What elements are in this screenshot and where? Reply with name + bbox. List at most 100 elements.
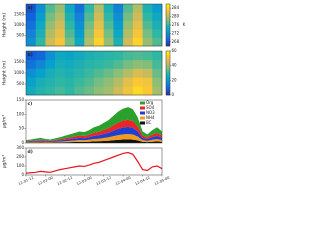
colorbar-tick-label: 280	[172, 14, 180, 19]
x-tick-label: 12-02-00	[37, 175, 54, 186]
heatmap-cell	[74, 86, 85, 96]
colorbar-swatch	[166, 23, 170, 26]
legend-label: NO3	[146, 110, 155, 115]
y-tick-label: 1000	[14, 70, 25, 75]
heatmap-cell	[123, 59, 134, 69]
heatmap-cell	[123, 77, 134, 87]
heatmap-cell	[55, 59, 66, 69]
panel-frame	[25, 50, 163, 96]
area	[26, 134, 162, 143]
y-tick-label: 1500	[14, 59, 25, 64]
area	[26, 107, 162, 142]
panel-label: a)	[28, 5, 33, 11]
heatmap-cell	[64, 86, 75, 96]
colorbar-tick-label: 284	[172, 5, 180, 10]
heatmap-cell	[55, 29, 66, 38]
colorbar-swatch	[166, 68, 170, 71]
heatmap-cell	[64, 4, 75, 13]
heatmap-cell	[152, 86, 163, 96]
heatmap-cell	[74, 20, 85, 30]
heatmap-cell	[113, 77, 124, 87]
colorbar-swatch	[166, 40, 170, 43]
heatmap-cell	[55, 37, 66, 47]
heatmap-cell	[55, 51, 66, 61]
heatmap-cell	[45, 37, 56, 47]
colorbar-swatch	[166, 22, 170, 24]
heatmap-cell	[123, 86, 134, 96]
heatmap-cell	[142, 51, 153, 61]
heatmap-cell	[35, 12, 46, 22]
x-tick-label: 12-03-12	[95, 176, 111, 187]
heatmap-cell	[132, 68, 143, 78]
colorbar-swatch	[166, 19, 170, 22]
heatmap-cell	[84, 86, 95, 96]
y-tick-label: 1000	[14, 22, 25, 27]
colorbar-swatch	[166, 61, 170, 64]
y-axis-label: Height (m)	[2, 13, 8, 37]
colorbar-swatch	[166, 70, 170, 72]
heatmap-cell	[84, 4, 95, 13]
heatmap-cell	[84, 12, 95, 22]
x-tick-label: 12-03-00	[76, 175, 93, 186]
colorbar-swatch	[166, 8, 170, 10]
heatmap-cell	[35, 37, 46, 47]
heatmap-cell	[103, 77, 114, 87]
colorbar-swatch	[166, 20, 170, 23]
colorbar-swatch	[166, 78, 170, 81]
colorbar-swatch	[166, 13, 170, 16]
heatmap-cell	[74, 4, 85, 13]
heatmap-cell	[103, 37, 114, 47]
colorbar-swatch	[166, 55, 170, 58]
heatmap-cell	[142, 59, 153, 69]
heatmap-cell	[26, 68, 37, 78]
heatmap-cell	[132, 29, 143, 38]
heatmap-cell	[45, 77, 56, 87]
legend-label: NH4	[146, 115, 155, 120]
heatmap-cell	[64, 68, 75, 78]
heatmap-cell	[35, 51, 46, 61]
heatmap-cell	[26, 37, 37, 47]
heatmap-cell	[26, 29, 37, 38]
heatmap-cell	[45, 20, 56, 30]
heatmap-cell	[123, 4, 134, 13]
heatmap-cell	[26, 20, 37, 30]
heatmap-cell	[152, 59, 163, 69]
heatmap-cell	[123, 29, 134, 38]
heatmap-cell	[113, 68, 124, 78]
heatmap-cell	[55, 77, 66, 87]
legend-label: Org	[146, 100, 154, 105]
heatmap-cell	[94, 29, 105, 38]
heatmap-cell	[94, 37, 105, 47]
colorbar-swatch	[166, 9, 170, 12]
legend-label: SO4	[146, 105, 155, 110]
heatmap-cell	[74, 68, 85, 78]
legend-label: BC	[146, 120, 152, 125]
colorbar-swatch	[166, 6, 170, 9]
colorbar-swatch	[166, 11, 170, 13]
heatmap-cell	[152, 51, 163, 61]
heatmap-cell	[142, 68, 153, 78]
heatmap-cell	[123, 20, 134, 30]
panel-frame	[25, 147, 163, 176]
colorbar-swatch	[166, 53, 170, 56]
heatmap-cell	[103, 68, 114, 78]
panel-label: d)	[28, 149, 33, 155]
heatmap-cell	[26, 51, 37, 61]
heatmap-cell	[55, 4, 66, 13]
colorbar-swatch	[166, 59, 170, 62]
heatmap-cell	[64, 59, 75, 69]
heatmap-cell	[94, 68, 105, 78]
heatmap-cell	[84, 51, 95, 61]
heatmap-cell	[26, 12, 37, 22]
colorbar-swatch	[166, 86, 170, 88]
colorbar-swatch	[166, 92, 170, 94]
y-axis-label: μg/m³	[2, 115, 8, 129]
heatmap-cell	[35, 68, 46, 78]
heatmap-cell	[113, 12, 124, 22]
heatmap-cell	[55, 12, 66, 22]
heatmap-cell	[132, 86, 143, 96]
heatmap-cell	[103, 59, 114, 69]
colorbar-swatch	[166, 30, 170, 33]
colorbar-swatch	[166, 41, 170, 44]
